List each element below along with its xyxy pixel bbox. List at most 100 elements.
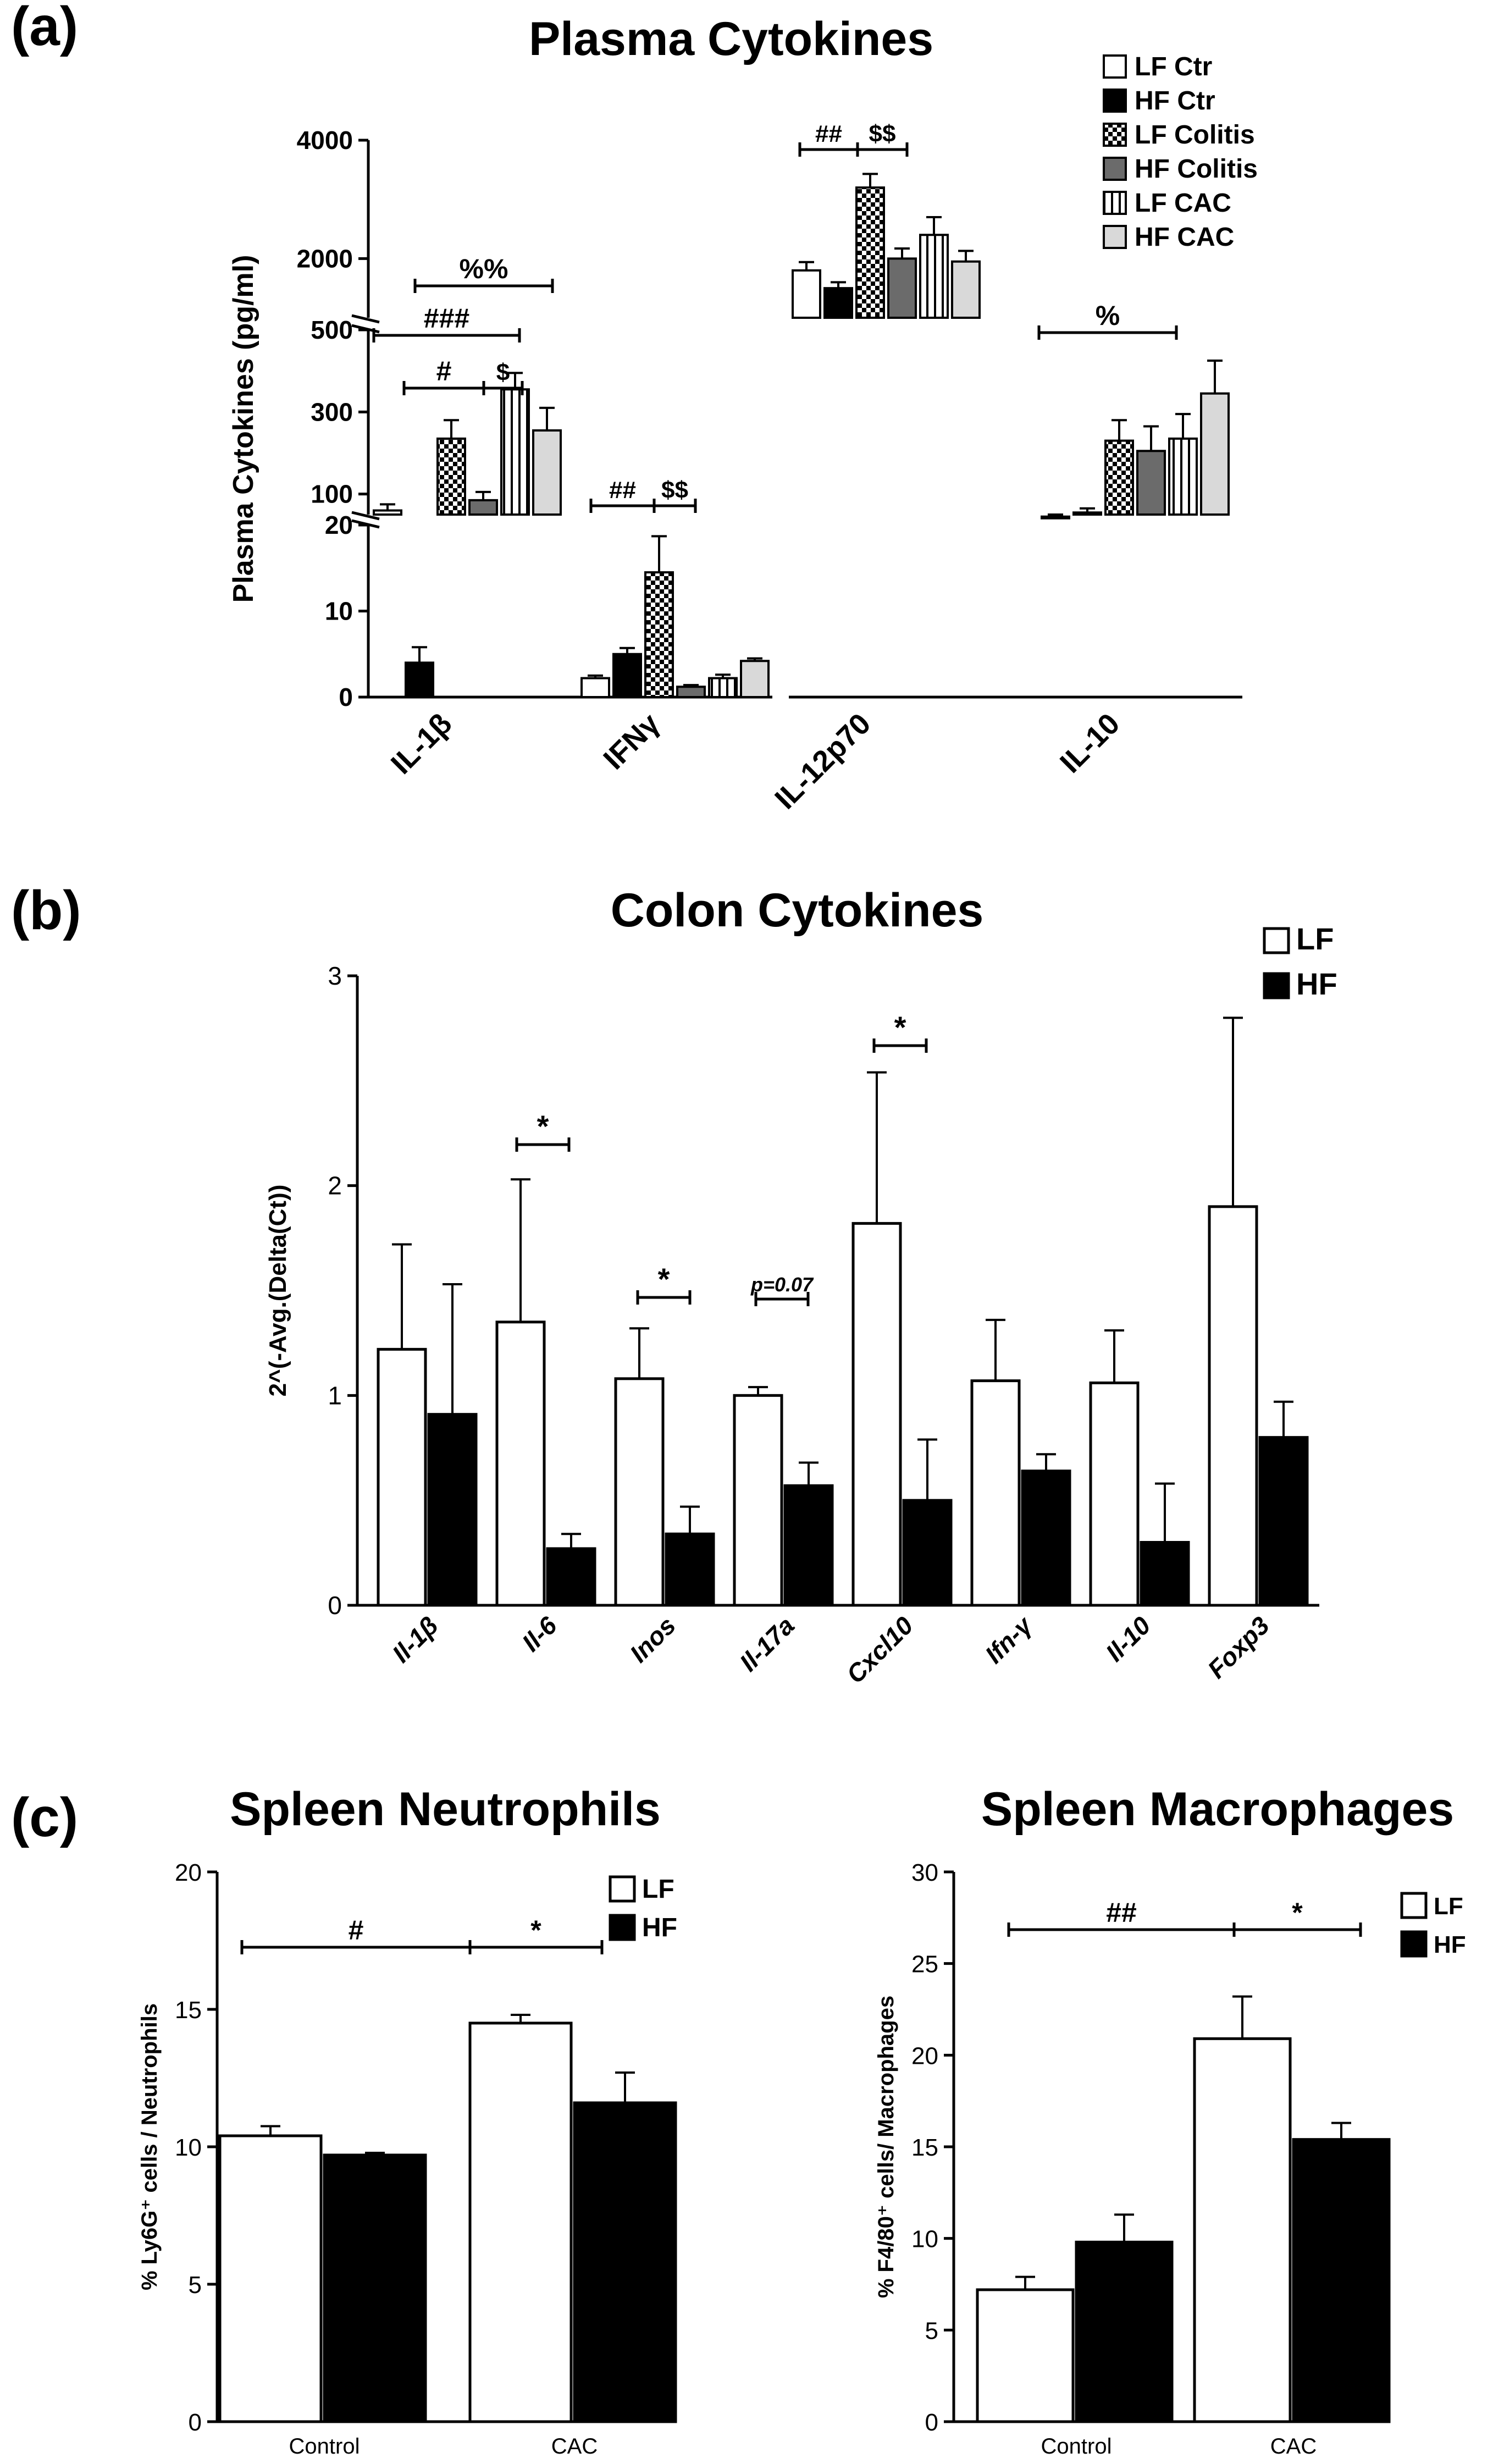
y-axis-label: Plasma Cytokines (pg/ml) <box>228 255 259 603</box>
chart-spleen-neutrophils: 0 5 10 15 20 % Ly6G⁺ cells / Neutrophils Contr… <box>137 1859 677 2459</box>
y-tick-label: 20 <box>911 2042 938 2069</box>
legend-swatch <box>1263 927 1290 954</box>
bar <box>851 1222 902 1607</box>
legend-label: HF Ctr <box>1135 86 1215 115</box>
y-tick-label: 5 <box>189 2272 202 2299</box>
annotation-star-label: * <box>537 1109 549 1143</box>
legend-swatch <box>609 1914 636 1941</box>
annotation-star-label: * <box>1292 1897 1303 1928</box>
y-tick-label: 10 <box>175 2134 202 2161</box>
legend-swatch <box>1103 123 1127 147</box>
y-tick-label: 15 <box>911 2134 938 2161</box>
bar <box>1200 392 1230 516</box>
bar <box>919 234 949 319</box>
annotation-star-label: * <box>658 1262 670 1296</box>
y-tick-label: 25 <box>911 1951 938 1978</box>
y-axis-label: % F4/80⁺ cells/ Macrophages <box>874 1996 898 2298</box>
y-tick-label: 2 <box>328 1172 342 1200</box>
y-tick-label: 2000 <box>297 244 353 273</box>
y-tick-label: 15 <box>175 1997 202 2024</box>
chart-colon-cytokines: 0 1 2 3 2^(-Avg.(Delta(Ct)) Il-1β Il-6 Inos Il-1… <box>264 921 1337 1689</box>
bar <box>665 1532 715 1607</box>
x-tick-label: Foxp3 <box>1202 1611 1275 1684</box>
annotation-star-label: * <box>894 1010 906 1045</box>
bar <box>733 1394 783 1607</box>
bar <box>532 429 562 516</box>
legend-label: LF Colitis <box>1135 120 1255 150</box>
x-tick-label: CAC <box>551 2434 598 2459</box>
bar <box>783 1484 834 1607</box>
x-tick-label: IL-12p70 <box>768 707 877 815</box>
y-tick-label: 10 <box>325 597 353 626</box>
bar <box>902 1499 953 1607</box>
bar <box>970 1379 1021 1607</box>
legend-swatch <box>1103 191 1127 215</box>
panel-a-tag: (a) <box>11 0 78 57</box>
x-tick-label: Inos <box>624 1611 681 1668</box>
legend-swatch <box>1103 225 1127 249</box>
annotation-hash-2-label: ## <box>609 477 636 504</box>
bar <box>1021 1469 1071 1607</box>
bar <box>614 1377 665 1607</box>
y-tick-label: 300 <box>311 397 353 426</box>
bar <box>1136 450 1166 516</box>
annotation-dollar-label: $ <box>496 359 510 386</box>
bar <box>546 1547 596 1607</box>
x-tick-label: IFNγ <box>597 707 666 776</box>
bar <box>218 2134 323 2423</box>
legend-label: LF <box>1434 1893 1463 1920</box>
legend-label: HF <box>1434 1931 1466 1958</box>
y-tick-label: 4000 <box>297 126 353 154</box>
y-tick-label: 500 <box>311 316 353 344</box>
y-tick-label: 3 <box>328 962 342 990</box>
x-tick-label: Il-10 <box>1100 1611 1156 1667</box>
bar <box>377 1347 427 1607</box>
bar <box>612 653 642 698</box>
legend-label: LF CAC <box>1135 189 1231 218</box>
y-tick-label: 0 <box>328 1591 342 1620</box>
annotation-hash-2b-label: ## <box>815 120 842 147</box>
panel-b-tag: (b) <box>11 880 81 941</box>
bar <box>1258 1436 1309 1607</box>
panel-c-tag: (c) <box>11 1787 78 1848</box>
annotation-dollar-2-label: $$ <box>661 477 688 504</box>
legend-swatch <box>609 1875 636 1903</box>
x-tick-label: Il-6 <box>516 1611 562 1657</box>
bar <box>427 1413 478 1607</box>
legend-label: LF <box>1296 921 1334 956</box>
bar <box>644 571 674 698</box>
bar <box>405 661 434 699</box>
axis-break-mark <box>351 511 380 521</box>
annotation-p-value-label: p=0.07 <box>750 1273 814 1296</box>
legend-label: LF <box>642 1875 674 1904</box>
bar <box>573 2101 677 2423</box>
y-tick-label: 100 <box>311 480 353 509</box>
x-tick-label: IL-10 <box>1054 707 1126 780</box>
annotation-hash-3-label: ### <box>424 303 469 334</box>
x-tick-label: Cxcl10 <box>840 1611 919 1689</box>
annotation-hash-label: # <box>349 1915 364 1946</box>
bar <box>495 1321 546 1607</box>
annotation-hash-label: # <box>436 356 452 386</box>
panel-c-title-left: Spleen Neutrophils <box>230 1783 661 1836</box>
panel-c-title-right: Spleen Macrophages <box>981 1783 1454 1836</box>
x-tick-label: Il-1β <box>386 1611 444 1668</box>
bar <box>436 437 466 516</box>
legend-swatch <box>1103 89 1127 113</box>
bar <box>1292 2138 1391 2423</box>
y-tick-label: 0 <box>189 2409 202 2436</box>
panel-a-title: Plasma Cytokines <box>529 13 933 65</box>
legend-label: HF <box>1296 966 1337 1001</box>
bar <box>1041 515 1070 520</box>
annotation-dollar-2b-label: $$ <box>869 120 896 147</box>
bar <box>468 499 498 516</box>
bar <box>1104 439 1134 516</box>
bar <box>373 509 402 516</box>
y-tick-label: 10 <box>911 2226 938 2253</box>
legend-swatch <box>1400 1892 1428 1919</box>
panel-b-title: Colon Cytokines <box>611 884 984 937</box>
x-tick-label: CAC <box>1270 2434 1317 2459</box>
legend-swatch <box>1103 157 1127 181</box>
chart-spleen-macrophages: 0 5 10 15 20 25 30 % F4/80⁺ cells/ Macrophages C… <box>874 1859 1466 2459</box>
